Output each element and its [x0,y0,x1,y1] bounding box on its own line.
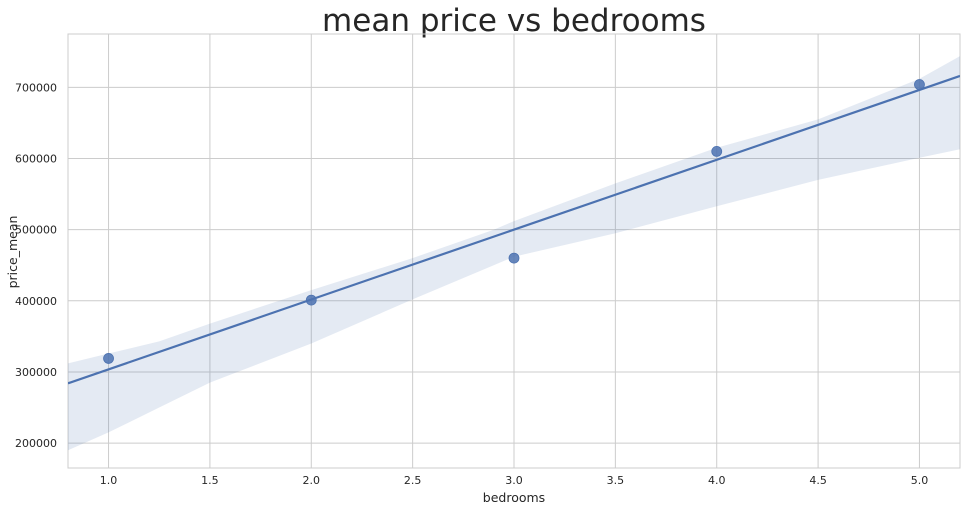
x-axis-label: bedrooms [483,490,545,505]
x-tick-label: 1.5 [201,474,219,487]
x-tick-label: 2.5 [404,474,422,487]
y-tick-label: 700000 [15,81,57,94]
y-tick-label: 200000 [15,437,57,450]
data-point [103,353,114,364]
data-point [711,145,723,157]
y-tick-label: 500000 [15,224,57,237]
y-tick-label: 400000 [15,295,57,308]
x-tick-label: 3.5 [607,474,625,487]
x-tick-label: 5.0 [911,474,929,487]
data-point [305,294,317,306]
y-tick-label: 300000 [15,366,57,379]
x-tick-label: 4.5 [809,474,827,487]
regression-line [68,74,960,385]
x-tick-label: 2.0 [303,474,321,487]
y-axis-label: price_mean [5,216,20,289]
chart-title: mean price vs bedrooms [322,3,706,39]
y-tick-label: 600000 [15,153,57,166]
data-point [914,79,925,90]
x-tick-label: 4.0 [708,474,726,487]
x-tick-label: 1.0 [100,474,118,487]
data-point [508,252,520,264]
x-tick-label: 3.0 [505,474,523,487]
plot-area: 1.0 1.5 2.0 2.5 3.0 3.5 4.0 4.5 5.0 200000 300000 4… [15,33,961,487]
plot-frame [67,33,961,469]
